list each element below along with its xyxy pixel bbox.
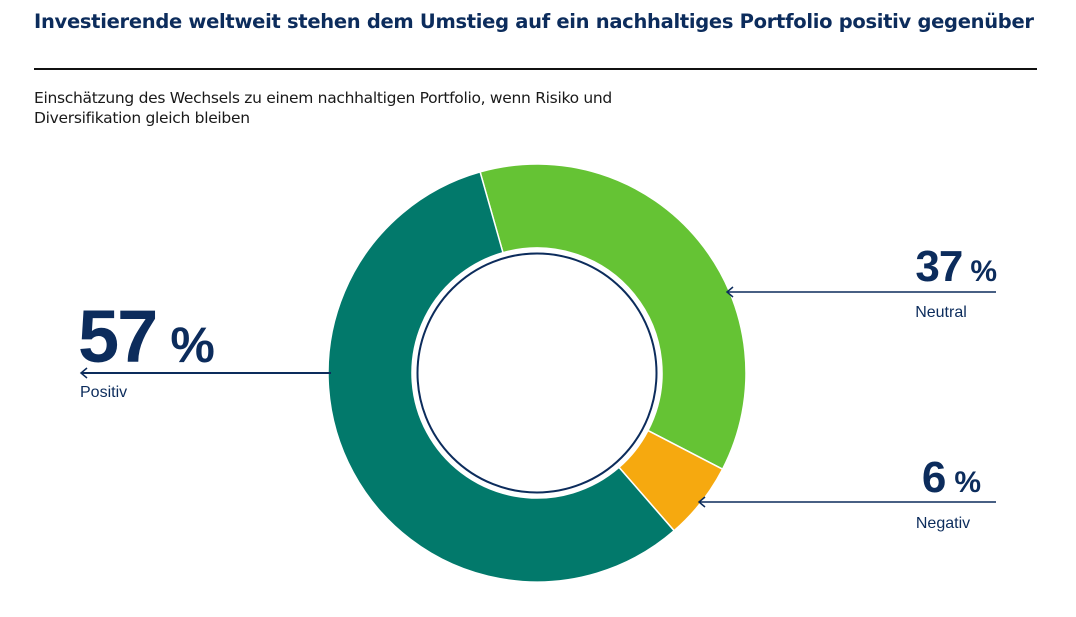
value-label-negative: 6% [922, 453, 981, 502]
chart-subtitle: Einschätzung des Wechsels zu einem nachh… [34, 89, 612, 127]
arrow-head-positive [79, 367, 88, 379]
chart-title: Investierende weltweit stehen dem Umstie… [34, 10, 1034, 33]
unit-negative: % [954, 466, 981, 499]
callout-neutral: 37% Neutral [725, 242, 997, 321]
callout-positive: 57% Positiv [78, 295, 331, 401]
value-label-positive: 57% [78, 295, 214, 378]
category-label-neutral: Neutral [915, 304, 967, 321]
arrow-head-negative [697, 496, 706, 508]
unit-positive: % [170, 317, 214, 373]
inner-ring [416, 252, 658, 494]
value-negative: 6 [922, 453, 946, 502]
category-label-positive: Positiv [80, 384, 127, 401]
value-positive: 57 [78, 295, 156, 378]
arrow-head-neutral [725, 286, 734, 298]
callout-negative: 6% Negativ [697, 453, 996, 532]
unit-neutral: % [970, 255, 996, 288]
slice-neutral [479, 163, 747, 471]
category-label-negative: Negativ [916, 515, 970, 532]
donut-slices [327, 163, 747, 583]
value-label-neutral: 37% [915, 242, 996, 291]
value-neutral: 37 [915, 242, 962, 291]
title-divider [34, 68, 1037, 70]
slice-positive [327, 170, 676, 583]
